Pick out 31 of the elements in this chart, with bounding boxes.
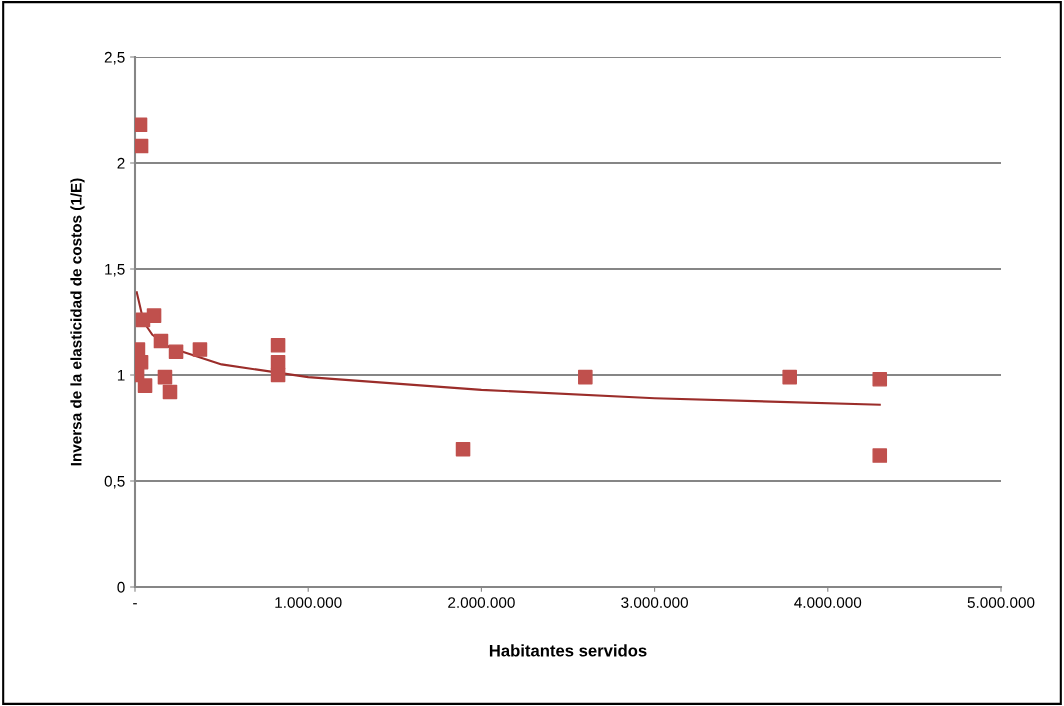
y-tick-label: 2,5 (104, 51, 125, 65)
y-tick-label: 1 (117, 370, 125, 381)
x-tick-label: 2.000.000 (448, 597, 515, 608)
point (135, 138, 149, 154)
point (153, 333, 169, 349)
point (872, 448, 888, 463)
point (872, 371, 888, 387)
point (270, 338, 286, 353)
y-tick-label: 2 (117, 157, 125, 169)
x-tick-label: 5.000.000 (967, 597, 1035, 608)
point (455, 441, 471, 457)
x-axis-title: Habitantes servidos (489, 644, 647, 657)
point (135, 354, 149, 370)
point (168, 344, 184, 359)
x-tick-label: - (133, 603, 137, 605)
point (137, 378, 153, 393)
y-axis-title: Inversa de la elasticidad de costos (1/E) (70, 178, 85, 466)
point (192, 342, 208, 357)
point (782, 369, 797, 385)
point (146, 308, 162, 323)
point (162, 384, 178, 400)
y-tick-label: 0,5 (104, 475, 125, 489)
y-tick-label: 0 (117, 581, 125, 593)
point (578, 369, 593, 385)
point (270, 367, 286, 383)
y-tick-label: 1,5 (105, 264, 125, 277)
point (157, 369, 173, 385)
x-tick-label: 4.000.000 (794, 597, 862, 608)
x-tick-label: 3.000.000 (621, 597, 688, 608)
line-series (135, 291, 881, 406)
x-tick-label: 1.000.000 (275, 597, 342, 608)
